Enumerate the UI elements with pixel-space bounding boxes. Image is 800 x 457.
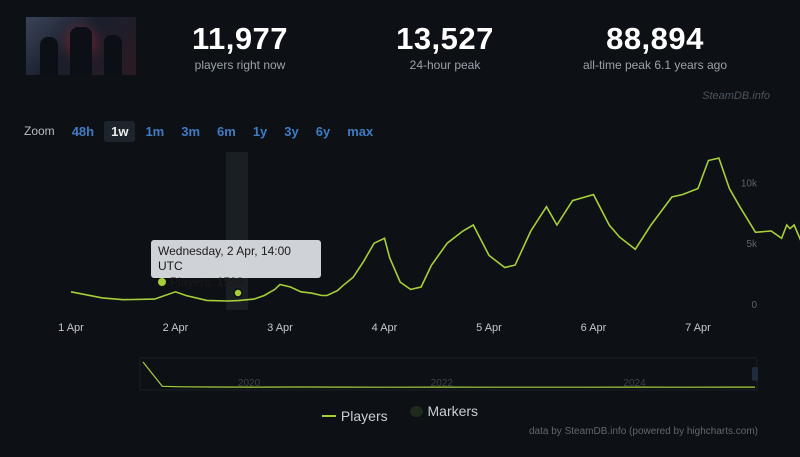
navigator-tick-label: 2020 — [238, 378, 261, 389]
stat-value: 88,894 — [606, 21, 704, 56]
marker-swatch-icon — [409, 405, 423, 417]
stat-value: 13,527 — [396, 21, 494, 56]
legend-item-players[interactable]: Players — [321, 407, 388, 424]
series-dot-icon — [158, 278, 166, 286]
legend-item-markers[interactable]: Markers — [409, 403, 479, 419]
zoom-1w-button[interactable]: 1w — [104, 120, 136, 142]
x-tick-label: 2 Apr — [163, 322, 189, 334]
x-tick-label: 5 Apr — [476, 322, 502, 334]
hover-point — [233, 288, 243, 298]
x-tick-label: 3 Apr — [267, 322, 293, 334]
y-tick-label: 5k — [746, 239, 758, 250]
tooltip-series-label: Players: — [170, 275, 214, 289]
y-tick-label: 10k — [741, 178, 758, 189]
tooltip-value-row: Players: 1599 — [158, 274, 314, 290]
zoom-label: Zoom — [24, 124, 55, 138]
x-tick-label: 4 Apr — [372, 322, 398, 334]
y-tick-label: 0 — [751, 300, 757, 311]
navigator-tick-label: 2022 — [431, 378, 454, 389]
stat-all-time-peak: 88,894 all-time peak 6.1 years ago — [570, 21, 740, 73]
game-cover-image[interactable] — [26, 17, 136, 75]
chart-credits[interactable]: data by SteamDB.info (powered by highcha… — [529, 426, 758, 437]
zoom-6y-button[interactable]: 6y — [315, 123, 331, 139]
tooltip-date: Wednesday, 2 Apr, 14:00 UTC — [158, 244, 291, 273]
zoom-selector: Zoom 48h 1w 1m 3m 6m 1y 3y 6y max — [24, 120, 383, 142]
zoom-max-button[interactable]: max — [347, 123, 374, 139]
stat-label: 24-hour peak — [409, 58, 481, 72]
stat-label: players right now — [194, 58, 286, 72]
zoom-1y-button[interactable]: 1y — [252, 123, 268, 139]
zoom-3y-button[interactable]: 3y — [284, 123, 299, 139]
steamdb-watermark: SteamDB.info — [702, 90, 770, 102]
x-tick-label: 7 Apr — [685, 322, 711, 334]
stat-label: all-time peak 6.1 years ago — [582, 58, 728, 72]
stat-players-now: 11,977 players right now — [180, 21, 300, 73]
stat-24h-peak: 13,527 24-hour peak — [385, 21, 505, 73]
chart-legend: Players Markers — [0, 403, 800, 424]
navigator-series-line — [142, 361, 755, 388]
zoom-3m-button[interactable]: 3m — [181, 123, 201, 139]
players-chart[interactable]: 0 5k 10k 1 Apr 2 Apr 3 Apr 4 Apr 5 Apr 6 Apr 7 A… — [0, 0, 800, 400]
chart-tooltip: Wednesday, 2 Apr, 14:00 UTC Players: 159… — [151, 240, 321, 289]
stat-value: 11,977 — [191, 21, 289, 56]
x-tick-label: 1 Apr — [58, 322, 84, 334]
zoom-48h-button[interactable]: 48h — [71, 123, 95, 139]
line-swatch-icon — [321, 414, 336, 417]
series-line-players[interactable] — [70, 157, 800, 302]
navigator-handle[interactable] — [752, 367, 758, 381]
navigator-tick-label: 2024 — [623, 378, 646, 389]
zoom-1m-button[interactable]: 1m — [145, 123, 165, 139]
zoom-6m-button[interactable]: 6m — [217, 123, 236, 139]
x-tick-label: 6 Apr — [581, 322, 607, 334]
tooltip-value: 1599 — [216, 275, 244, 289]
legend-label: Players — [340, 407, 388, 424]
stats-header: 11,977 players right now 13,527 24-hour … — [0, 0, 800, 90]
legend-label: Markers — [427, 403, 479, 419]
